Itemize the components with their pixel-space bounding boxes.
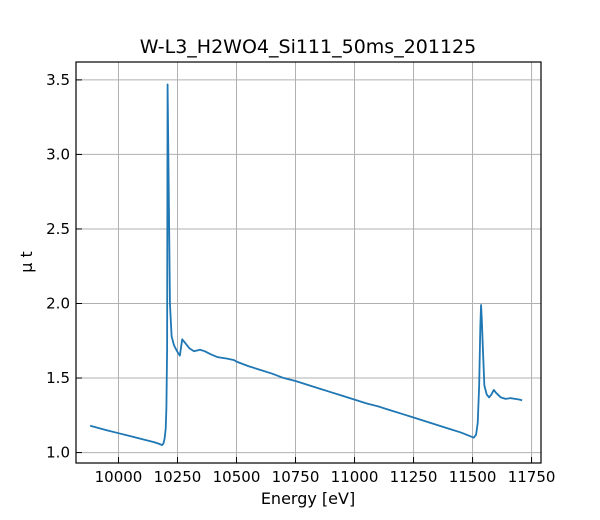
x-tick-label: 10250 bbox=[154, 468, 202, 486]
x-tick-label: 10500 bbox=[213, 468, 261, 486]
ticks: 10000 10250 10500 10750 11000 11250 11500 11750… bbox=[46, 71, 555, 486]
x-tick-label: 11750 bbox=[508, 468, 556, 486]
y-axis-label: μ t bbox=[17, 251, 36, 273]
x-tick-label: 10750 bbox=[272, 468, 320, 486]
y-tick-label: 1.5 bbox=[46, 369, 70, 387]
x-tick-label: 11250 bbox=[390, 468, 438, 486]
x-tick-label: 11500 bbox=[449, 468, 497, 486]
y-tick-label: 3.5 bbox=[46, 71, 70, 89]
series-line bbox=[89, 83, 523, 447]
axes-frame bbox=[75, 61, 542, 464]
y-tick-label: 2.5 bbox=[46, 220, 70, 238]
plot-area bbox=[89, 83, 523, 447]
y-tick-label: 3.0 bbox=[46, 145, 70, 163]
chart-title: W-L3_H2WO4_Si111_50ms_201125 bbox=[140, 36, 476, 58]
x-tick-label: 11000 bbox=[331, 468, 379, 486]
y-tick-label: 2.0 bbox=[46, 294, 70, 312]
x-tick-label: 10000 bbox=[95, 468, 143, 486]
grid bbox=[76, 62, 541, 463]
y-tick-label: 1.0 bbox=[46, 444, 70, 462]
x-axis-label: Energy [eV] bbox=[261, 489, 355, 508]
